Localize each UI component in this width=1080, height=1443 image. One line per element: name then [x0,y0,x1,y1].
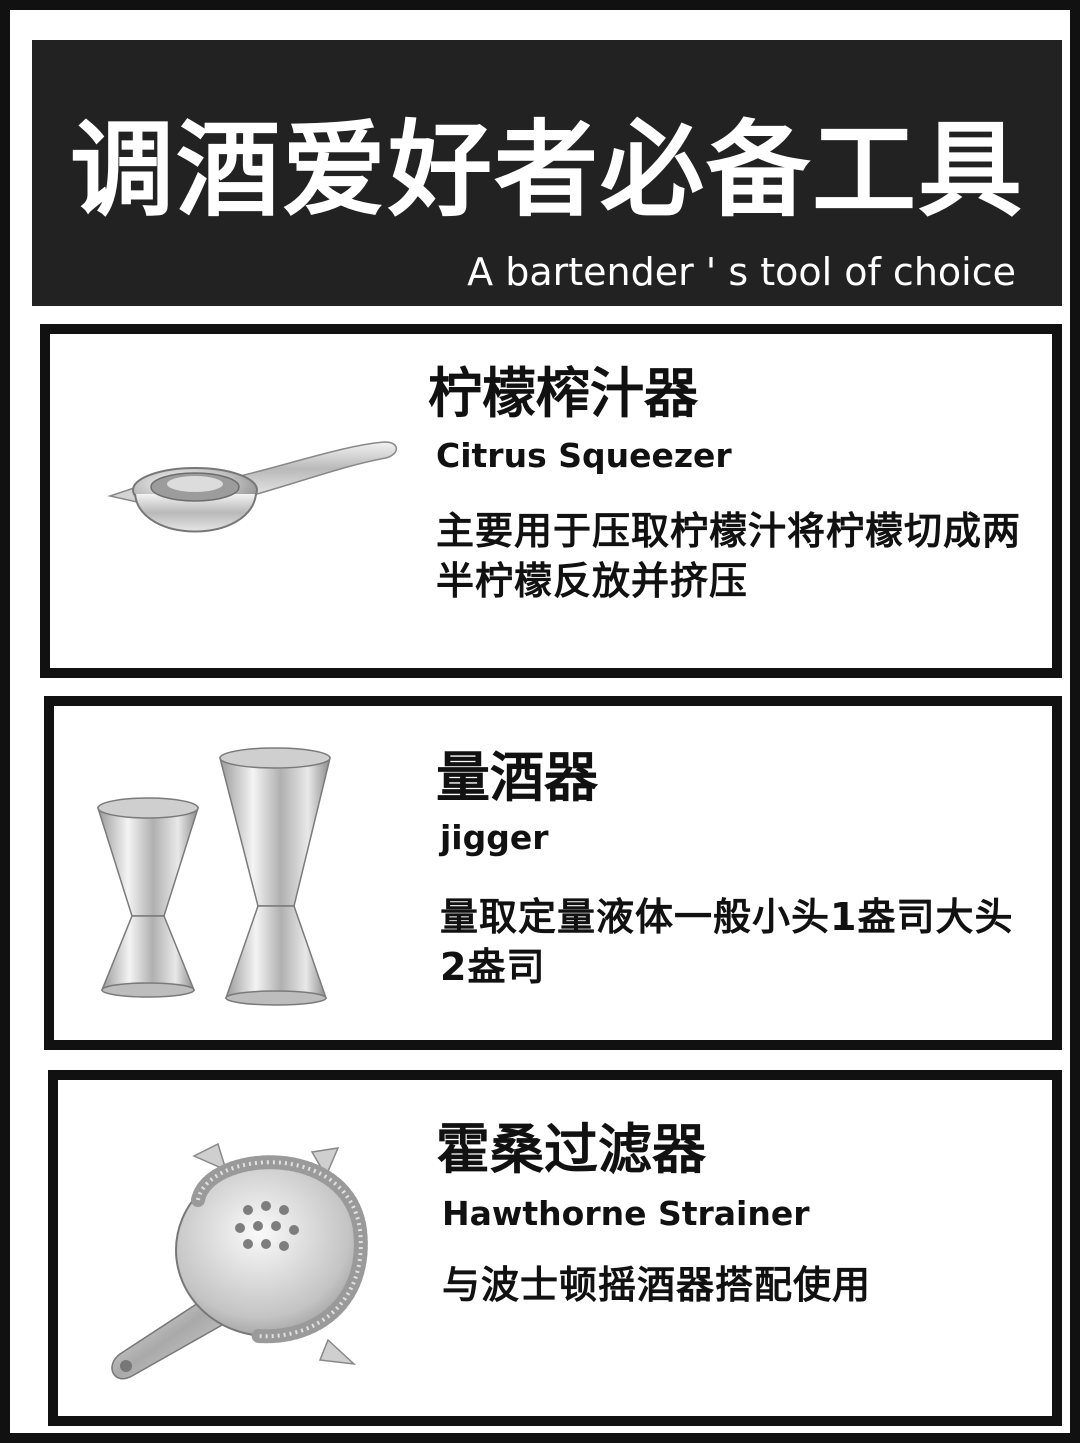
tool-card-jigger: 量酒器 jigger 量取定量液体一般小头1盎司大头2盎司 [44,696,1062,1050]
tool-name-cn: 量酒器 [436,746,598,809]
page-title: 调酒爱好者必备工具 [69,109,1024,231]
header-banner: 调酒爱好者必备工具 A bartender ' s tool of choice [32,40,1062,306]
tool-name-en: Hawthorne Strainer [442,1194,810,1233]
tool-name-cn: 柠檬榨汁器 [428,362,698,425]
tool-description: 量取定量液体一般小头1盎司大头2盎司 [440,895,1014,989]
tool-description: 主要用于压取柠檬汁将柠檬切成两半柠檬反放并挤压 [436,509,1022,603]
page-subtitle: A bartender ' s tool of choice [467,250,1016,294]
tool-card-citrus-squeezer: 柠檬榨汁器 Citrus Squeezer 主要用于压取柠檬汁将柠檬切成两半柠檬… [40,324,1062,678]
tool-name-en: Citrus Squeezer [436,436,732,475]
tool-name-cn: 霍桑过滤器 [436,1118,706,1181]
tool-name-en: jigger [440,818,549,857]
tool-card-hawthorne-strainer: 霍桑过滤器 Hawthorne Strainer 与波士顿摇酒器搭配使用 [48,1070,1062,1426]
citrus-squeezer-icon [107,441,398,533]
tool-description: 与波士顿摇酒器搭配使用 [442,1263,872,1307]
jigger-icon [96,747,331,1006]
hawthorne-strainer-icon [111,1142,368,1380]
